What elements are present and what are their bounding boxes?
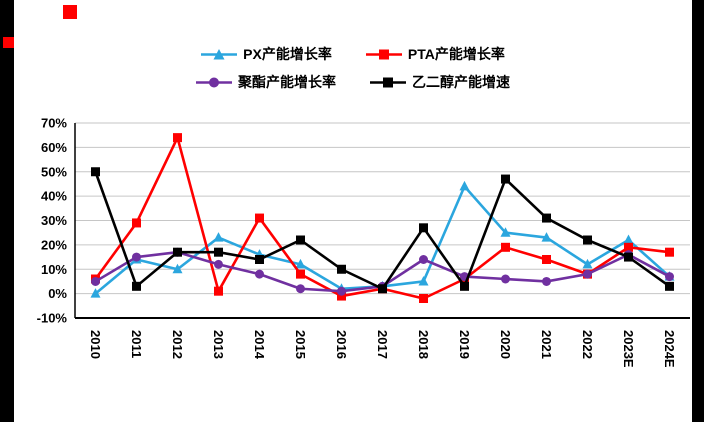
px-line-triangle-marker-icon xyxy=(201,48,238,59)
legend-item-px: PX产能增长率 xyxy=(201,44,332,64)
svg-text:2012: 2012 xyxy=(170,330,185,359)
svg-text:40%: 40% xyxy=(41,189,67,204)
svg-text:2015: 2015 xyxy=(293,330,308,359)
svg-text:2011: 2011 xyxy=(129,330,144,358)
svg-text:70%: 70% xyxy=(41,116,67,131)
svg-text:2022: 2022 xyxy=(580,330,595,359)
legend-row-1: PX产能增长率 PTA产能增长率 xyxy=(201,44,505,64)
red-square-decoration xyxy=(3,37,14,48)
legend-row-2: 聚酯产能增长率 乙二醇产能增速 xyxy=(196,72,510,92)
svg-text:20%: 20% xyxy=(41,237,67,252)
legend-label-meg: 乙二醇产能增速 xyxy=(412,74,510,90)
svg-text:2014: 2014 xyxy=(252,330,267,360)
svg-text:2010: 2010 xyxy=(88,330,103,359)
legend-item-meg: 乙二醇产能增速 xyxy=(370,72,510,92)
legend-label-px: PX产能增长率 xyxy=(243,46,332,62)
polyester-line-circle-marker-icon xyxy=(196,77,232,87)
svg-text:0%: 0% xyxy=(48,286,67,301)
chart-panel xyxy=(14,0,692,422)
svg-text:2016: 2016 xyxy=(334,330,349,359)
svg-text:2023E: 2023E xyxy=(621,330,636,368)
svg-text:-10%: -10% xyxy=(37,311,68,326)
red-square-decoration xyxy=(63,5,77,19)
meg-line-square-marker-icon xyxy=(370,77,406,87)
svg-text:2019: 2019 xyxy=(457,330,472,359)
svg-text:2021: 2021 xyxy=(539,330,554,359)
legend-label-pta: PTA产能增长率 xyxy=(407,46,505,62)
svg-text:2020: 2020 xyxy=(498,330,513,359)
chart-legend: PX产能增长率 PTA产能增长率 聚酯产能增长率 乙二醇产能增速 xyxy=(14,44,692,92)
svg-text:2017: 2017 xyxy=(375,330,390,359)
legend-item-pta: PTA产能增长率 xyxy=(365,44,505,64)
pta-line-square-marker-icon xyxy=(365,49,402,59)
legend-item-polyester: 聚酯产能增长率 xyxy=(196,72,336,92)
svg-text:30%: 30% xyxy=(41,213,67,228)
legend-label-polyester: 聚酯产能增长率 xyxy=(238,74,336,90)
svg-text:50%: 50% xyxy=(41,164,67,179)
svg-text:2024E: 2024E xyxy=(662,330,677,368)
svg-text:2013: 2013 xyxy=(211,330,226,359)
svg-text:60%: 60% xyxy=(41,140,67,155)
svg-text:2018: 2018 xyxy=(416,330,431,359)
svg-text:10%: 10% xyxy=(41,262,67,277)
